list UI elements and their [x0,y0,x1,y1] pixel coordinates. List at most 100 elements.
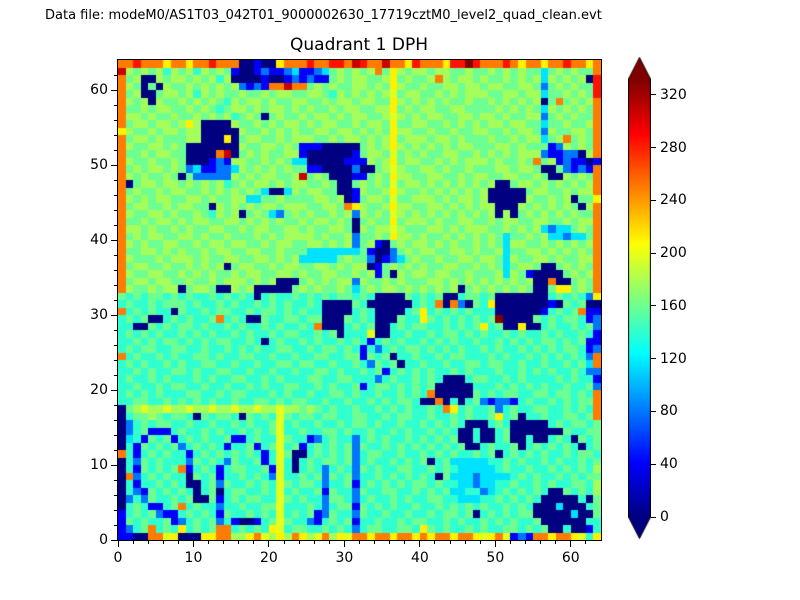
y-minor-tick [114,419,117,421]
x-minor-tick [389,541,391,544]
y-minor-tick [114,224,117,226]
x-minor-tick [509,541,511,544]
x-minor-tick [313,541,315,544]
y-minor-tick [114,149,117,151]
y-tick-label: 10 [90,457,108,473]
colorbar-tick [651,199,656,201]
heatmap-canvas [117,59,602,541]
x-tick-label: 0 [113,550,123,566]
y-major-tick [111,89,117,91]
x-tick-label: 10 [184,550,203,566]
colorbar-tick [651,94,656,96]
x-major-tick [570,541,572,547]
y-minor-tick [114,134,117,136]
y-minor-tick [114,74,117,76]
colorbar-tick [651,305,656,307]
x-minor-tick [464,541,466,544]
y-minor-tick [114,194,117,196]
y-minor-tick [114,404,117,406]
y-minor-tick [114,104,117,106]
x-major-tick [192,541,194,547]
x-minor-tick [555,541,557,544]
colorbar-tick [651,147,656,149]
datafile-label: Data file: modeM0/AS1T03_042T01_90000026… [45,8,602,23]
x-minor-tick [525,541,527,544]
colorbar-tick [651,463,656,465]
y-minor-tick [114,344,117,346]
x-major-tick [117,541,119,547]
x-minor-tick [132,541,134,544]
x-minor-tick [479,541,481,544]
colorbar-tick-label: 320 [660,86,687,103]
colorbar-tick-label: 40 [660,456,678,473]
x-minor-tick [359,541,360,544]
y-tick-label: 20 [90,382,108,398]
y-minor-tick [114,119,117,121]
y-tick-label: 60 [90,82,108,98]
y-major-tick [111,314,117,316]
x-tick-label: 60 [561,550,580,566]
x-minor-tick [283,541,285,544]
y-minor-tick [114,299,117,301]
x-major-tick [494,541,496,547]
colorbar-tick [651,516,656,518]
y-tick-label: 50 [90,157,108,173]
y-major-tick [111,539,117,541]
y-tick-label: 30 [90,307,108,323]
x-minor-tick [374,541,376,544]
x-minor-tick [540,541,542,544]
y-minor-tick [114,179,117,181]
x-major-tick [419,541,421,547]
x-minor-tick [147,541,149,544]
y-minor-tick [114,524,117,526]
x-minor-tick [238,541,240,544]
y-minor-tick [114,209,117,211]
colorbar-tick-label: 80 [660,403,678,420]
y-major-tick [111,239,117,241]
y-major-tick [111,464,117,466]
y-tick-label: 40 [90,232,108,248]
y-tick-label: 0 [99,532,108,548]
y-minor-tick [114,494,117,496]
colorbar-tick [651,252,656,254]
x-tick-label: 50 [486,550,505,566]
colorbar-tick-label: 240 [660,192,687,209]
x-major-tick [343,541,345,547]
y-minor-tick [114,329,117,331]
y-minor-tick [114,269,117,271]
x-tick-label: 40 [410,550,429,566]
x-minor-tick [253,541,255,544]
y-minor-tick [114,254,117,256]
colorbar-tick-label: 0 [660,509,669,525]
colorbar-tick [651,410,656,412]
x-minor-tick [162,541,164,544]
x-minor-tick [298,541,300,544]
colorbar-tick [651,358,656,360]
x-minor-tick [328,541,330,544]
y-minor-tick [114,479,117,481]
chart-title: Quadrant 1 DPH [290,35,428,55]
colorbar-tick-label: 120 [660,350,687,367]
x-minor-tick [434,541,436,544]
y-minor-tick [114,509,117,511]
y-minor-tick [114,434,117,436]
x-minor-tick [449,541,451,544]
colorbar-tick-label: 160 [660,297,687,314]
y-minor-tick [114,374,117,376]
y-minor-tick [114,449,117,451]
x-minor-tick [585,541,587,544]
y-minor-tick [114,359,117,361]
x-tick-label: 30 [335,550,354,566]
x-minor-tick [404,541,406,544]
x-tick-label: 20 [260,550,278,566]
y-major-tick [111,389,117,391]
x-major-tick [268,541,270,547]
x-minor-tick [177,541,179,544]
y-minor-tick [114,284,117,286]
colorbar-tick-label: 280 [660,139,687,156]
x-minor-tick [223,541,225,544]
y-major-tick [111,164,117,166]
colorbar-tick-label: 200 [660,245,687,262]
x-minor-tick [208,541,210,544]
